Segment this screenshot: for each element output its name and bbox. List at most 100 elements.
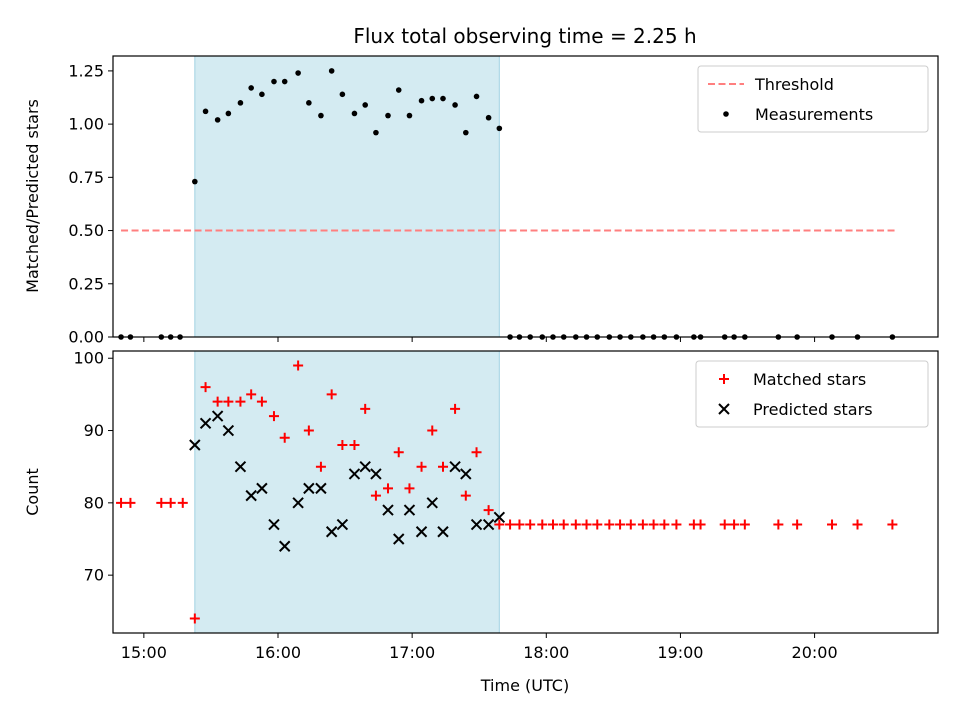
matched-stars-point <box>370 490 381 501</box>
measurements-point <box>463 129 469 136</box>
predicted-stars-point <box>382 504 394 516</box>
matched-stars-point <box>165 497 176 508</box>
matched-stars-point <box>773 519 784 530</box>
top-y-tick-label: 1.25 <box>68 61 104 80</box>
matched-stars-point <box>393 447 404 458</box>
matched-stars-point <box>471 447 482 458</box>
matched-stars-point <box>615 519 626 530</box>
bottom-data-layer <box>116 360 898 624</box>
matched-stars-point <box>792 519 803 530</box>
predicted-stars-point <box>403 504 416 516</box>
bottom-y-axis-label: Count <box>23 468 42 516</box>
top-y-axis-label: Matched/Predicted stars <box>23 99 42 293</box>
predicted-stars-point <box>245 489 257 502</box>
measurements-point <box>440 95 446 102</box>
measurements-point <box>395 87 402 93</box>
bottom-x-tick-label: 17:00 <box>389 643 435 662</box>
predicted-stars-point <box>437 526 449 538</box>
matched-stars-point <box>383 483 393 494</box>
matched-stars-point <box>293 360 304 371</box>
bottom-y-tick-label: 70 <box>84 566 104 585</box>
matched-stars-point <box>125 497 136 508</box>
matched-stars-point <box>659 519 670 530</box>
measurements-point <box>259 91 265 98</box>
top-data-layer <box>118 68 896 340</box>
bottom-observing-span <box>194 351 500 633</box>
top-y-tick-label: 0.75 <box>68 168 104 187</box>
measurements-point <box>496 125 503 132</box>
matched-stars-point <box>494 519 505 530</box>
matched-stars-point <box>525 519 536 530</box>
measurements-point <box>418 97 425 104</box>
matched-stars-point <box>460 490 471 501</box>
bottom-y-tick-label: 80 <box>84 493 104 512</box>
matched-stars-point <box>604 519 615 530</box>
matched-stars-point <box>695 519 706 530</box>
measurements-point <box>295 70 301 76</box>
bottom-x-tick-label: 15:00 <box>121 643 167 662</box>
predicted-stars-point <box>370 468 382 480</box>
measurements-point <box>373 129 379 136</box>
top-y-tick-label: 0.25 <box>68 274 104 293</box>
predicted-stars-point <box>222 424 235 437</box>
threshold-legend-label: Threshold <box>754 75 834 94</box>
measurements-point <box>406 112 413 119</box>
matched-stars-point <box>852 519 863 530</box>
measurements-point <box>429 95 436 102</box>
measurements-point <box>237 100 244 106</box>
measurements-point <box>485 114 492 121</box>
bottom-x-tick-label: 18:00 <box>523 643 569 662</box>
measurements-point <box>339 91 346 98</box>
matched-stars-point <box>438 461 448 472</box>
matched-stars-point <box>337 440 348 450</box>
bottom-y-tick-label: 90 <box>84 421 104 440</box>
bottom-y-tick-label: 100 <box>73 349 104 368</box>
measurements-point <box>351 110 358 117</box>
matched-stars-point <box>729 519 740 530</box>
matched-stars-point <box>416 461 427 472</box>
top-frame <box>112 55 939 338</box>
matched-stars-point <box>505 519 516 530</box>
predicted-stars-legend-handle <box>718 403 730 415</box>
matched-stars-point <box>648 519 659 530</box>
matched-stars-point <box>268 411 279 422</box>
measurements-point <box>362 102 368 108</box>
matched-stars-point <box>827 519 838 530</box>
predicted-stars-point <box>493 511 506 524</box>
predicted-stars-legend-label: Predicted stars <box>753 400 873 419</box>
matched-stars-point <box>514 519 525 530</box>
predicted-stars-point <box>426 497 438 509</box>
bottom-legend <box>695 360 929 428</box>
measurements-point <box>328 68 335 74</box>
matched-stars-point <box>315 461 326 472</box>
chart-title: Flux total observing time = 2.25 h <box>353 24 696 48</box>
matched-stars-point <box>548 519 558 530</box>
predicted-stars-point <box>348 468 361 480</box>
predicted-stars-point <box>292 497 304 509</box>
measurements-point <box>271 78 277 85</box>
matched-stars-point <box>537 519 548 530</box>
predicted-stars-point <box>189 439 201 451</box>
matched-stars-point <box>279 432 290 443</box>
measurements-point <box>192 178 198 185</box>
predicted-stars-point <box>336 518 349 531</box>
measurements-point <box>225 110 232 117</box>
top-panel: 0.00 0.25 0.50 0.75 1.00 1.25 Threshold Measure… <box>68 55 939 347</box>
x-axis-label: Time (UTC) <box>480 676 569 695</box>
predicted-stars-point <box>303 482 315 495</box>
matched-stars-point <box>349 440 360 450</box>
matched-stars-point <box>235 396 246 407</box>
matched-stars-point <box>223 396 234 407</box>
matched-stars-point <box>719 519 730 530</box>
predicted-stars-point <box>278 540 291 552</box>
measurements-point <box>306 100 312 106</box>
measurements-point <box>202 108 209 115</box>
matched-stars-point <box>581 519 592 530</box>
matched-stars-point <box>156 497 167 508</box>
predicted-stars-point <box>199 417 212 430</box>
predicted-stars-point <box>482 518 495 531</box>
matched-stars-point <box>570 519 581 530</box>
matched-stars-point <box>303 425 314 436</box>
matched-stars-point <box>739 519 750 530</box>
